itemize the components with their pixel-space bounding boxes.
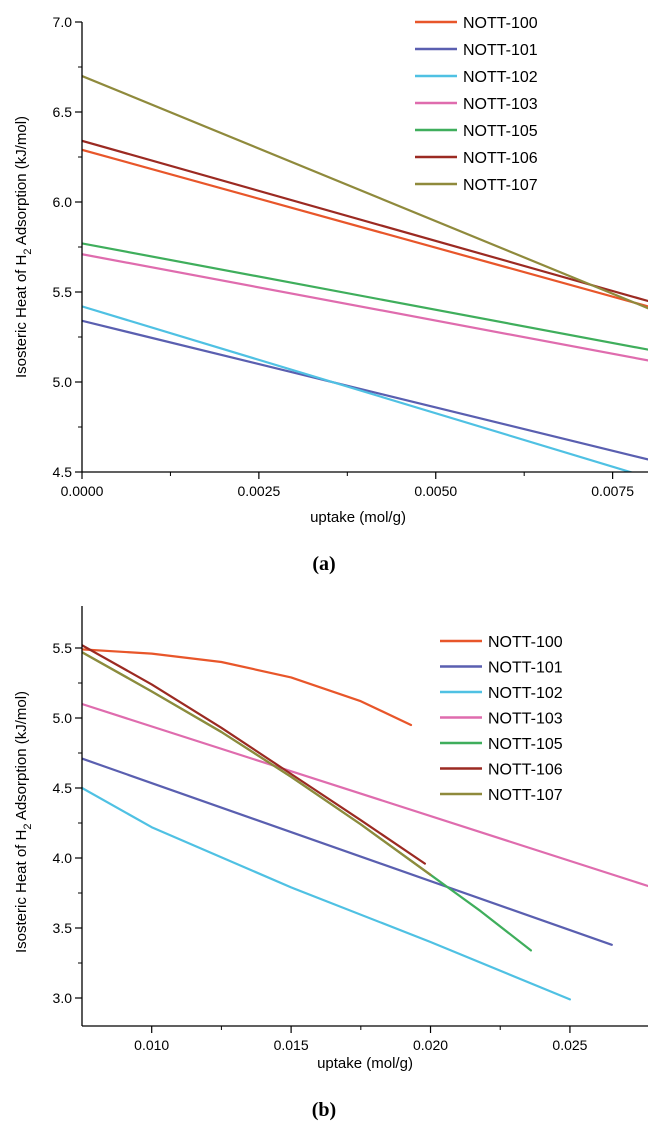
series-line-nott-107-a [82,74,648,310]
series-line-nott-102-a [82,305,634,472]
x-tick-label-b: 0.015 [274,1037,309,1053]
series-line-nott-105-b [82,651,533,952]
y-axis-title-tail-a: Adsorption (kJ/mol) [13,116,30,249]
legend-label-nott-101-b: NOTT-101 [488,660,563,677]
series-line-nott-106-a [82,139,648,303]
series-line-nott-106-b [82,644,426,865]
y-tick-label-a: 5.0 [53,374,73,390]
series-line-nott-105-a [82,242,648,351]
plot-area-b [82,644,648,1001]
series-line-nott-100-b [82,648,413,727]
y-tick-label-a: 5.5 [53,284,73,300]
y-tick-label-a: 6.5 [53,104,73,120]
y-axis-title-sub-b: 2 [22,824,34,830]
ticks-b: 0.010 0.015 0.020 0.025 3.0 3.5 4.0 4.5 5.0 5.5 [53,640,588,1053]
ticks-a: 0.0000 0.0025 0.0050 0.0075 4.5 5.0 5.5 6.0 6.5 7… [53,14,635,499]
y-tick-label-a: 4.5 [53,464,73,480]
x-tick-label-b: 0.020 [413,1037,448,1053]
series-line-nott-100-a [82,148,648,308]
legend-label-nott-103-a: NOTT-103 [463,96,538,113]
x-axis-title-b: uptake (mol/g) [317,1055,413,1072]
legend-label-nott-106-a: NOTT-106 [463,150,538,167]
legend-label-nott-102-b: NOTT-102 [488,685,563,702]
legend-label-nott-106-b: NOTT-106 [488,762,563,779]
legend-label-nott-102-a: NOTT-102 [463,69,538,86]
x-tick-label-a: 0.0000 [61,483,104,499]
series-line-nott-101-a [82,319,648,461]
y-axis-title-a: Isosteric Heat of H2 Adsorption (kJ/mol) [13,116,34,378]
y-tick-label-b: 5.5 [53,640,73,656]
chart-panel-a: 0.0000 0.0025 0.0050 0.0075 4.5 5.0 5.5 6.0 6.5 7… [13,14,648,575]
y-tick-label-b: 3.0 [53,990,73,1006]
y-axis-title-main-a: Isosteric Heat of H [13,255,30,378]
series-line-nott-107-b [82,651,432,876]
y-axis-title-main-b: Isosteric Heat of H [13,830,30,953]
x-tick-label-b: 0.010 [134,1037,169,1053]
y-tick-label-b: 4.5 [53,780,73,796]
legend-label-nott-107-b: NOTT-107 [488,787,563,804]
legend-label-nott-105-a: NOTT-105 [463,123,538,140]
y-tick-label-b: 5.0 [53,710,73,726]
legend-label-nott-100-b: NOTT-100 [488,634,563,651]
legend-label-nott-101-a: NOTT-101 [463,42,538,59]
y-tick-label-b: 3.5 [53,920,73,936]
legend-a: NOTT-100 NOTT-101 NOTT-102 NOTT-103 NOTT-105… [415,15,538,194]
series-line-nott-102-b [82,786,572,1001]
plot-area-a [82,74,648,472]
y-tick-label-a: 7.0 [53,14,73,30]
panel-label-b: (b) [312,1099,336,1121]
legend-label-nott-103-b: NOTT-103 [488,711,563,728]
y-axis-title-tail-b: Adsorption (kJ/mol) [13,691,30,824]
series-line-nott-103-b [82,702,648,888]
x-tick-label-a: 0.0025 [237,483,280,499]
legend-label-nott-100-a: NOTT-100 [463,15,538,32]
y-axis-title-b: Isosteric Heat of H2 Adsorption (kJ/mol) [13,691,34,953]
legend-label-nott-107-a: NOTT-107 [463,177,538,194]
y-tick-label-b: 4.0 [53,850,73,866]
series-line-nott-103-a [82,253,648,362]
panel-label-a: (a) [312,553,335,575]
x-axis-title-a: uptake (mol/g) [310,509,406,526]
x-tick-label-b: 0.025 [552,1037,587,1053]
y-tick-label-a: 6.0 [53,194,73,210]
y-axis-title-sub-a: 2 [22,249,34,255]
legend-label-nott-105-b: NOTT-105 [488,736,563,753]
chart-panel-b: 0.010 0.015 0.020 0.025 3.0 3.5 4.0 4.5 5.0 5.5 u… [13,606,648,1121]
x-tick-label-a: 0.0075 [591,483,634,499]
legend-b: NOTT-100 NOTT-101 NOTT-102 NOTT-103 NOTT-105… [440,634,563,804]
x-tick-label-a: 0.0050 [414,483,457,499]
series-line-nott-101-b [82,757,613,946]
